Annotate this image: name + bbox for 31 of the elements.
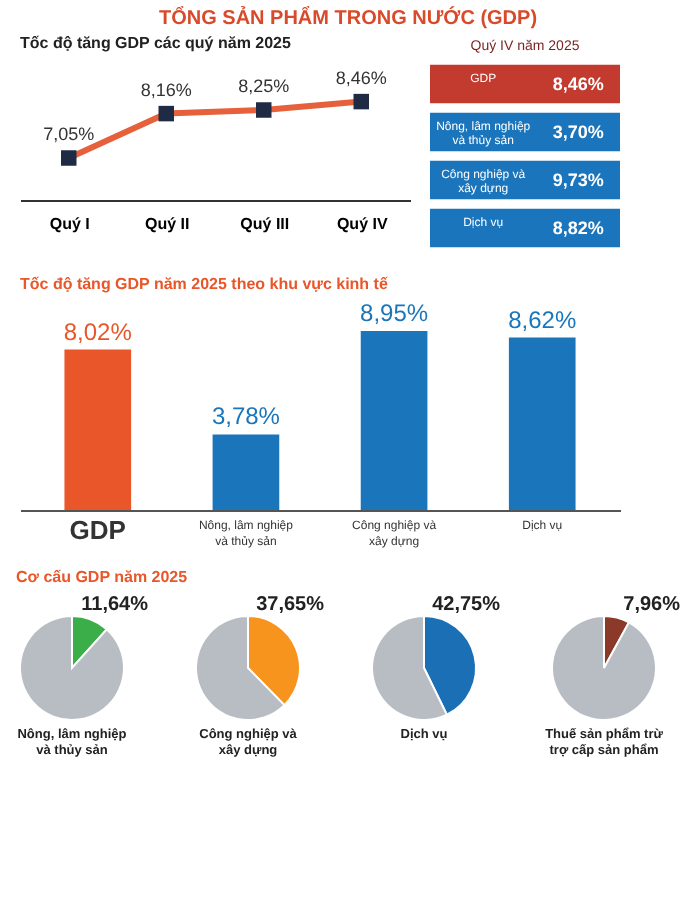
- pie-slice: [19, 615, 125, 721]
- text: 8,46%: [552, 74, 604, 94]
- data-label: 8,62%: [508, 305, 577, 334]
- pie-slice: [551, 615, 657, 721]
- data-label: 7,96%: [623, 594, 681, 616]
- chart-title: TỔNG SẢN PHẨM TRONG NƯỚC (GDP): [158, 6, 538, 30]
- chart-title: Tốc độ tăng GDP năm 2025 theo khu vực kinh tế: [20, 275, 389, 293]
- text: 3,70%: [552, 122, 604, 142]
- data-label: 8,25%: [238, 76, 290, 96]
- data-label: 37,65%: [256, 594, 325, 616]
- data-label: 8,95%: [360, 299, 429, 327]
- text: 9,73%: [552, 170, 604, 190]
- data-label: 8,46%: [335, 67, 387, 88]
- bar: [508, 337, 576, 510]
- chart-subtitle: Tốc độ tăng GDP các quý năm 2025: [20, 34, 292, 52]
- text: 8,82%: [552, 218, 604, 238]
- bar: [212, 434, 280, 510]
- data-label: 7,05%: [43, 124, 95, 144]
- bar: [64, 349, 132, 510]
- x-tick-label: Quý III: [240, 215, 290, 233]
- data-label: 3,78%: [211, 402, 281, 431]
- text: Cơ cấu GDP năm 2025: [16, 568, 189, 586]
- data-label: 8,02%: [63, 317, 133, 346]
- data-label: 11,64%: [81, 594, 149, 616]
- data-label: 8,16%: [140, 79, 192, 100]
- x-tick-label: Quý IV: [336, 215, 389, 233]
- bar: [360, 331, 428, 510]
- x-tick-label: Quý II: [145, 215, 190, 233]
- x-tick-label: GDP: [69, 515, 127, 545]
- x-tick-label: Quý I: [49, 215, 90, 233]
- data-label: 42,75%: [432, 594, 501, 616]
